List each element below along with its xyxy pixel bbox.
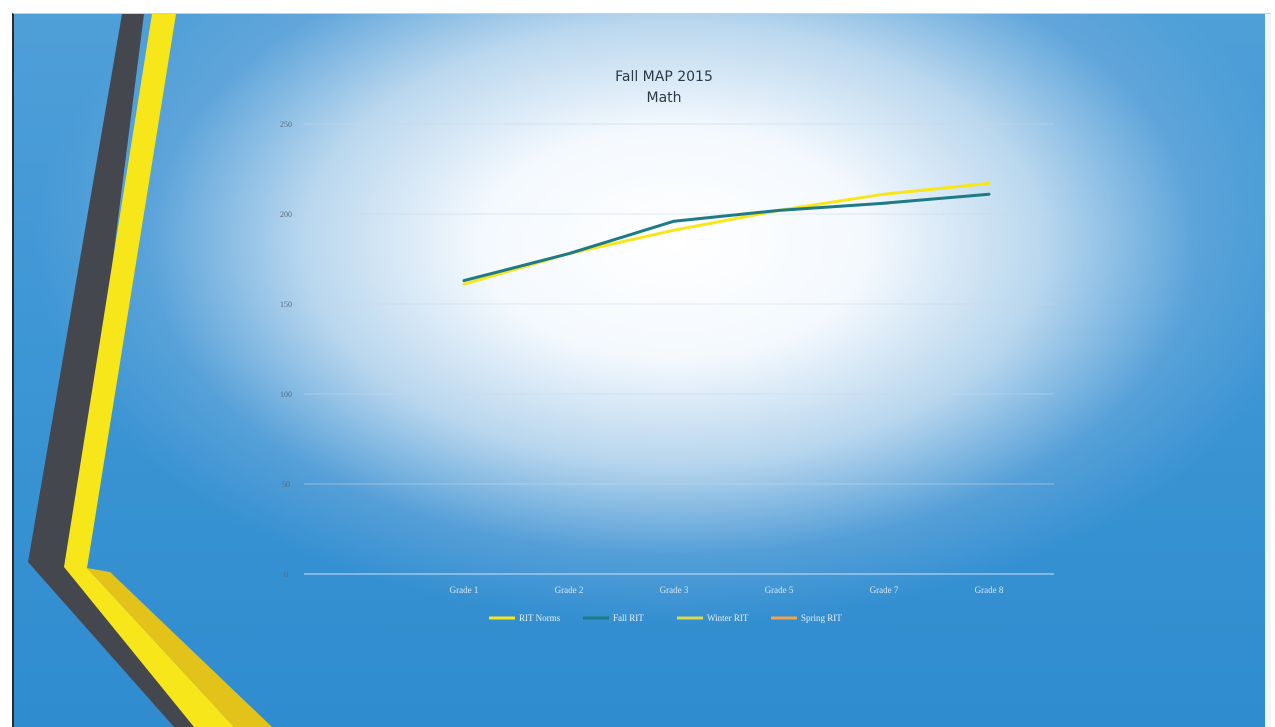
x-category-label: Grade 7 [870, 585, 899, 595]
slide-background: Fall MAP 2015 Math 0 50 100 150 200 250 Grade… [12, 13, 1271, 727]
x-category-label: Grade 8 [975, 585, 1004, 595]
x-category-label: Grade 3 [660, 585, 689, 595]
legend-label: Spring RIT [801, 613, 842, 623]
frame-edge [1265, 14, 1271, 727]
yellow-chevron-stripe [64, 14, 234, 727]
line-chart: Fall MAP 2015 Math 0 50 100 150 200 250 Grade… [280, 69, 1054, 623]
chart-title: Fall MAP 2015 [615, 69, 713, 85]
gold-chevron-stripe [87, 568, 272, 727]
series-lines [462, 181, 991, 286]
series-line-rit-norms [462, 181, 991, 286]
x-category-label: Grade 5 [765, 585, 794, 595]
y-tick-label: 150 [280, 300, 292, 309]
gridlines [304, 123, 1054, 575]
y-tick-label: 200 [280, 210, 292, 219]
legend-label: Winter RIT [707, 613, 749, 623]
x-category-label: Grade 2 [555, 585, 584, 595]
x-category-label: Grade 1 [450, 585, 479, 595]
legend-label: RIT Norms [519, 613, 561, 623]
decorative-chevron-stripes [28, 14, 272, 727]
y-tick-label: 0 [284, 570, 288, 579]
y-axis-ticks: 0 50 100 150 200 250 [280, 120, 292, 579]
y-tick-label: 50 [282, 480, 290, 489]
legend-label: Fall RIT [613, 613, 644, 623]
chart-subtitle: Math [646, 90, 681, 106]
series-line-fall-rit [462, 192, 991, 283]
y-tick-label: 250 [280, 120, 292, 129]
y-tick-label: 100 [280, 390, 292, 399]
chart-legend: RIT Norms Fall RIT Winter RIT Spring RIT [489, 613, 842, 623]
x-axis-categories: Grade 1 Grade 2 Grade 3 Grade 5 Grade 7 Grade… [450, 585, 1004, 595]
